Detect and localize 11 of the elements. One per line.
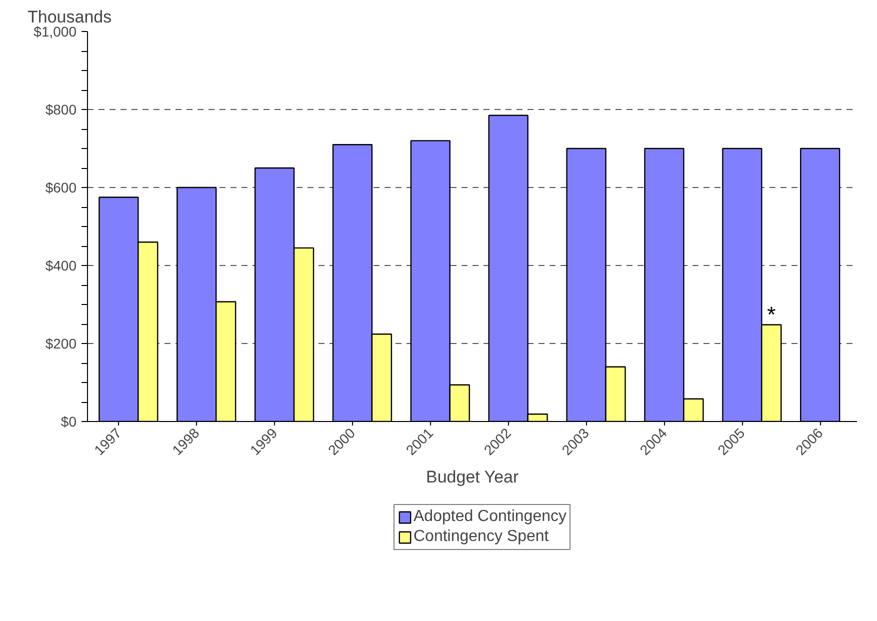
- y-tick-label: $400: [45, 258, 77, 274]
- legend-label: Adopted Contingency: [414, 508, 566, 526]
- annotation: *: [767, 302, 776, 327]
- y-tick-label: $0: [60, 414, 77, 430]
- y-tick-label: $1,000: [34, 24, 77, 40]
- legend-label: Contingency Spent: [414, 528, 549, 546]
- y-tick-label: $600: [45, 180, 77, 196]
- y-axis-title: Thousands: [28, 8, 112, 26]
- y-tick-label: $200: [45, 336, 77, 352]
- y-tick-label: $800: [45, 102, 77, 118]
- x-axis-title: Budget Year: [426, 468, 520, 487]
